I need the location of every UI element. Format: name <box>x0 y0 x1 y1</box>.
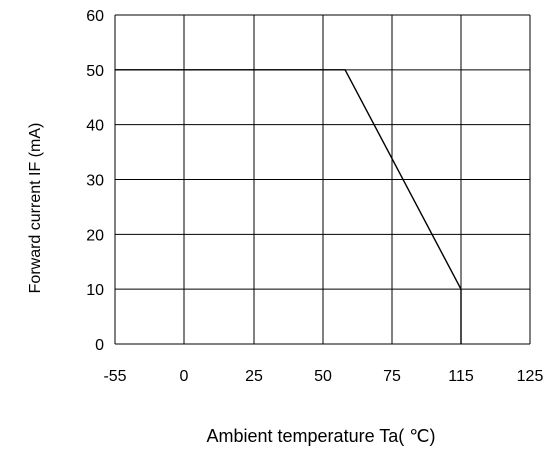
x-tick-label: 25 <box>245 368 263 385</box>
y-tick-label: 40 <box>86 118 104 135</box>
y-tick-label: 0 <box>95 337 104 354</box>
x-tick-label: 0 <box>180 368 189 385</box>
y-tick-label: 20 <box>86 227 104 244</box>
x-axis-label: Ambient temperature Ta( ℃) <box>207 426 436 446</box>
y-tick-label: 30 <box>86 173 104 190</box>
x-tick-label: 115 <box>448 368 474 385</box>
y-tick-label: 50 <box>86 63 104 80</box>
y-axis-label: Forward current IF (mA) <box>27 123 44 294</box>
series-layer <box>115 69 462 344</box>
x-tick-label: 50 <box>314 368 332 385</box>
y-tick-label: 60 <box>86 8 104 25</box>
y-tick-labels: 0 10 20 30 40 50 60 <box>86 8 104 354</box>
y-tick-label: 10 <box>86 282 104 299</box>
x-tick-label: 125 <box>517 368 544 385</box>
grid <box>114 14 531 345</box>
series-line <box>115 69 462 344</box>
x-tick-label: -55 <box>103 368 126 385</box>
x-tick-label: 75 <box>383 368 401 385</box>
x-tick-labels: -55 0 25 50 75 115 125 <box>103 368 543 385</box>
